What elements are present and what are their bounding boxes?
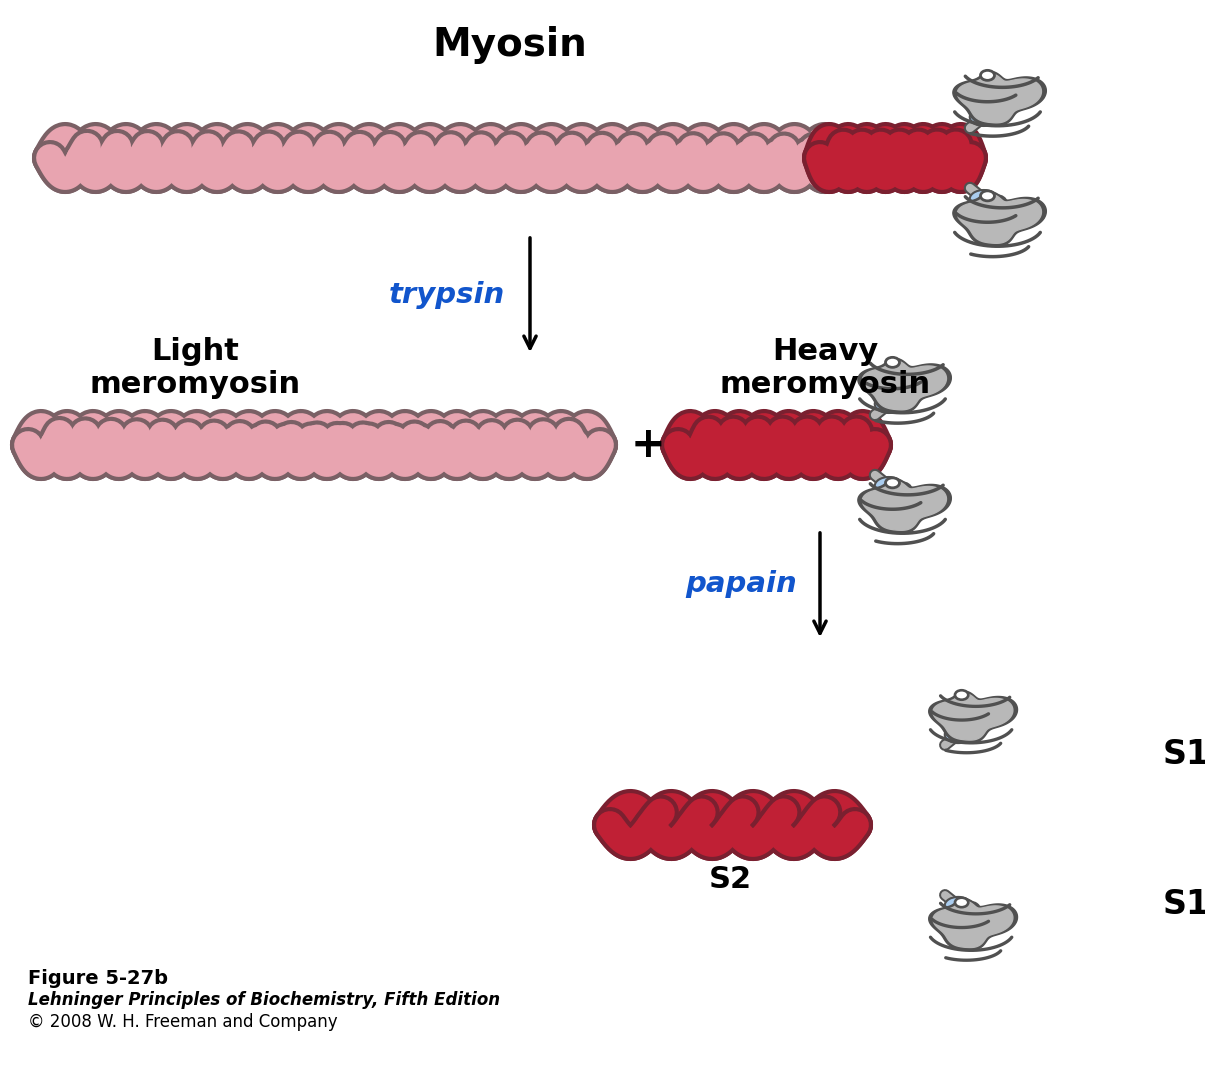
Polygon shape (933, 694, 1013, 740)
Text: S1: S1 (1163, 888, 1205, 921)
Text: Myosin: Myosin (433, 26, 587, 64)
Ellipse shape (981, 191, 994, 201)
Polygon shape (933, 901, 1013, 947)
Ellipse shape (970, 190, 998, 208)
Text: © 2008 W. H. Freeman and Company: © 2008 W. H. Freeman and Company (28, 1013, 337, 1031)
Polygon shape (957, 194, 1041, 244)
Text: S2: S2 (709, 866, 752, 895)
Ellipse shape (956, 691, 969, 700)
Text: Figure 5-27b: Figure 5-27b (28, 969, 167, 987)
Text: Heavy
meromyosin: Heavy meromyosin (719, 337, 930, 400)
Polygon shape (858, 479, 951, 533)
Ellipse shape (875, 477, 903, 495)
Ellipse shape (889, 392, 912, 408)
Polygon shape (863, 361, 946, 410)
Text: Lehninger Principles of Biochemistry, Fifth Edition: Lehninger Principles of Biochemistry, Fi… (28, 991, 500, 1008)
Text: +: + (630, 424, 665, 466)
Ellipse shape (981, 71, 994, 81)
Polygon shape (858, 359, 951, 412)
Ellipse shape (984, 105, 1006, 121)
Ellipse shape (875, 395, 903, 413)
Text: S1: S1 (1163, 739, 1205, 771)
Text: papain: papain (686, 570, 797, 598)
Ellipse shape (886, 478, 899, 488)
Ellipse shape (945, 726, 971, 743)
Text: trypsin: trypsin (389, 281, 505, 309)
Text: Light
meromyosin: Light meromyosin (89, 337, 300, 400)
Ellipse shape (984, 195, 1006, 211)
Ellipse shape (886, 358, 899, 367)
Polygon shape (953, 71, 1046, 126)
Ellipse shape (959, 902, 980, 917)
Ellipse shape (956, 898, 969, 908)
Polygon shape (929, 692, 1017, 743)
Ellipse shape (945, 897, 971, 914)
Polygon shape (863, 481, 946, 531)
Polygon shape (957, 74, 1041, 122)
Polygon shape (953, 192, 1046, 246)
Ellipse shape (889, 482, 912, 498)
Ellipse shape (959, 723, 980, 738)
Polygon shape (929, 899, 1017, 950)
Ellipse shape (970, 108, 998, 126)
